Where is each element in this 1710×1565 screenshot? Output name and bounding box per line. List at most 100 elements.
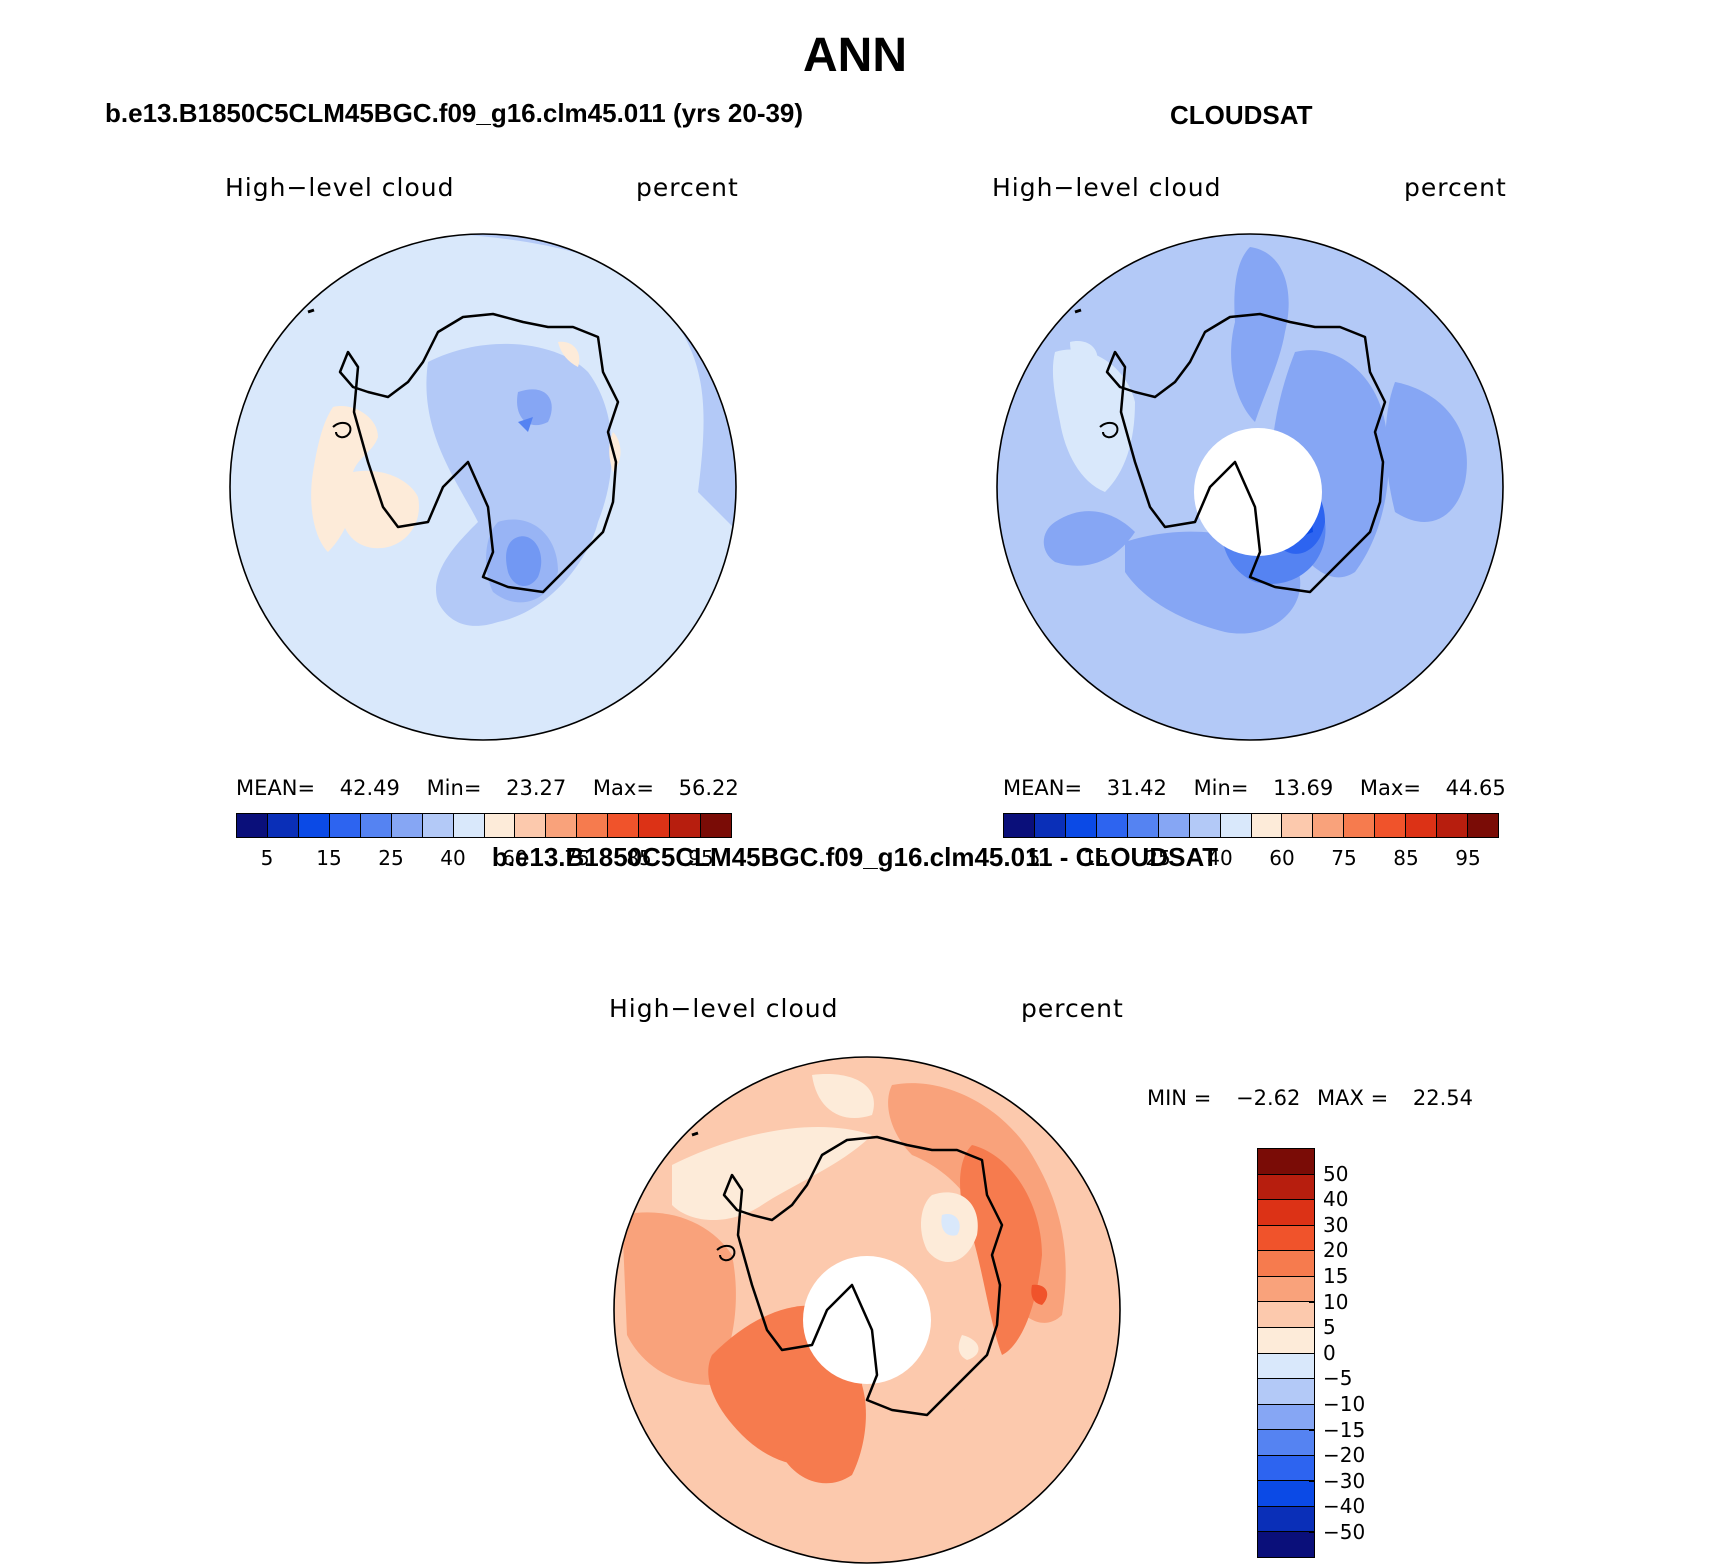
obs-min-value: 13.69 bbox=[1273, 776, 1334, 800]
model-stats: MEAN= 42.49 Min= 23.27 Max= 56.22 bbox=[236, 776, 739, 800]
model-max-value: 56.22 bbox=[678, 776, 739, 800]
colorbar-tick-label: 40 bbox=[1207, 846, 1233, 870]
colorbar-tick-label: −10 bbox=[1323, 1392, 1366, 1416]
model-units-label: percent bbox=[636, 173, 739, 202]
colorbar-tick bbox=[1309, 1430, 1315, 1431]
colorbar-tick-label: 40 bbox=[440, 846, 466, 870]
colorbar-swatch bbox=[421, 814, 453, 837]
model-min-label: Min= bbox=[426, 776, 482, 800]
colorbar-tick bbox=[1309, 1327, 1315, 1328]
colorbar-tick bbox=[1309, 1199, 1315, 1200]
colorbar-swatch bbox=[1157, 814, 1189, 837]
colorbar-swatch bbox=[1258, 1326, 1314, 1353]
colorbar-tick bbox=[1309, 1302, 1315, 1303]
colorbar-tick-label: −50 bbox=[1323, 1520, 1366, 1544]
colorbar-tick-label: 95 bbox=[688, 846, 714, 870]
colorbar-tick-label: 40 bbox=[1323, 1187, 1349, 1211]
model-variable-label: High−level cloud bbox=[225, 173, 455, 202]
colorbar-swatch bbox=[1281, 814, 1313, 837]
colorbar-swatch bbox=[1258, 1480, 1314, 1506]
colorbar-swatch bbox=[1258, 1403, 1314, 1430]
model-min-value: 23.27 bbox=[506, 776, 567, 800]
colorbar-swatch bbox=[452, 814, 484, 837]
colorbar-swatch bbox=[328, 814, 360, 837]
colorbar-tick-label: 15 bbox=[1323, 1264, 1349, 1288]
colorbar-swatch bbox=[1258, 1173, 1314, 1200]
figure-title: ANN bbox=[803, 29, 907, 82]
colorbar-swatch bbox=[1343, 814, 1375, 837]
colorbar-swatch bbox=[1436, 814, 1468, 837]
colorbar-tick-label: 5 bbox=[1027, 846, 1041, 870]
colorbar-swatch bbox=[1258, 1378, 1314, 1404]
colorbar-swatch bbox=[1033, 814, 1065, 837]
colorbar-swatch bbox=[700, 814, 731, 837]
colorbar-swatch bbox=[545, 814, 577, 837]
colorbar-swatch bbox=[297, 814, 329, 837]
diff-stats: MIN = −2.62 MAX = 22.54 bbox=[1147, 1086, 1473, 1110]
colorbar-tick-label: 75 bbox=[1331, 846, 1357, 870]
diff-min-label: MIN = bbox=[1147, 1086, 1212, 1110]
diff-min-value: −2.62 bbox=[1235, 1086, 1301, 1110]
diff-variable-label: High−level cloud bbox=[609, 994, 839, 1023]
colorbar-swatch bbox=[1467, 814, 1498, 837]
obs-max-value: 44.65 bbox=[1445, 776, 1506, 800]
colorbar-tick-label: 50 bbox=[1323, 1162, 1349, 1186]
obs-panel-title: CLOUDSAT bbox=[1170, 100, 1313, 130]
obs-min-label: Min= bbox=[1193, 776, 1249, 800]
colorbar-tick-label: 60 bbox=[502, 846, 528, 870]
model-mean-label: MEAN= bbox=[236, 776, 316, 800]
model-colorbar: 5 15 25 40 60 75 85 95 bbox=[236, 813, 732, 874]
colorbar-tick-label: 5 bbox=[1323, 1315, 1336, 1339]
colorbar-tick bbox=[1309, 1481, 1315, 1482]
colorbar-swatch bbox=[1258, 1429, 1314, 1455]
model-max-label: Max= bbox=[592, 776, 654, 800]
colorbar-swatch bbox=[1258, 1199, 1314, 1225]
diff-colorbar: 50 40 30 20 15 10 5 0 −5 −10 −15 −20 −30 −40 −50 bbox=[1257, 1148, 1385, 1558]
colorbar-tick-label: 85 bbox=[626, 846, 652, 870]
diff-map bbox=[613, 1056, 1121, 1564]
model-mean-value: 42.49 bbox=[339, 776, 400, 800]
colorbar-tick-label: 60 bbox=[1269, 846, 1295, 870]
colorbar-tick-label: 5 bbox=[260, 846, 274, 870]
colorbar-tick-label: 95 bbox=[1455, 846, 1481, 870]
obs-stats: MEAN= 31.42 Min= 13.69 Max= 44.65 bbox=[1003, 776, 1506, 800]
colorbar-swatch bbox=[1258, 1505, 1314, 1532]
colorbar-swatch bbox=[1258, 1250, 1314, 1276]
colorbar-tick-label: −40 bbox=[1323, 1494, 1366, 1518]
colorbar-swatch bbox=[607, 814, 639, 837]
colorbar-swatch bbox=[1064, 814, 1096, 837]
colorbar-tick-label: 75 bbox=[564, 846, 590, 870]
colorbar-swatch bbox=[1258, 1454, 1314, 1481]
colorbar-tick-label: 25 bbox=[1145, 846, 1171, 870]
colorbar-tick-label: 10 bbox=[1323, 1290, 1349, 1314]
colorbar-tick bbox=[1309, 1276, 1315, 1277]
obs-max-label: Max= bbox=[1359, 776, 1421, 800]
obs-units-label: percent bbox=[1404, 173, 1507, 202]
model-panel-title: b.e13.B1850C5CLM45BGC.f09_g16.clm45.011 … bbox=[105, 98, 804, 128]
colorbar-tick-label: −15 bbox=[1323, 1418, 1366, 1442]
colorbar-tick-label: 15 bbox=[1083, 846, 1109, 870]
colorbar-tick bbox=[1309, 1404, 1315, 1405]
colorbar-swatch bbox=[1095, 814, 1127, 837]
colorbar-swatch bbox=[1258, 1352, 1314, 1379]
colorbar-swatch bbox=[1250, 814, 1282, 837]
obs-mean-label: MEAN= bbox=[1003, 776, 1083, 800]
colorbar-tick bbox=[1309, 1250, 1315, 1251]
colorbar-swatch bbox=[266, 814, 298, 837]
colorbar-swatch bbox=[1258, 1149, 1314, 1174]
model-map bbox=[229, 233, 737, 741]
colorbar-swatch bbox=[359, 814, 391, 837]
obs-variable-label: High−level cloud bbox=[992, 173, 1222, 202]
colorbar-swatch bbox=[514, 814, 546, 837]
colorbar-swatch bbox=[1258, 1275, 1314, 1302]
colorbar-swatch bbox=[1004, 814, 1034, 837]
colorbar-tick bbox=[1309, 1455, 1315, 1456]
colorbar-tick-label: −5 bbox=[1323, 1366, 1353, 1390]
colorbar-tick-label: 15 bbox=[316, 846, 342, 870]
colorbar-tick bbox=[1309, 1353, 1315, 1354]
colorbar-swatch bbox=[1126, 814, 1158, 837]
colorbar-swatch bbox=[1258, 1301, 1314, 1327]
obs-mean-value: 31.42 bbox=[1106, 776, 1167, 800]
colorbar-swatch bbox=[669, 814, 701, 837]
colorbar-tick-label: 20 bbox=[1323, 1238, 1349, 1262]
